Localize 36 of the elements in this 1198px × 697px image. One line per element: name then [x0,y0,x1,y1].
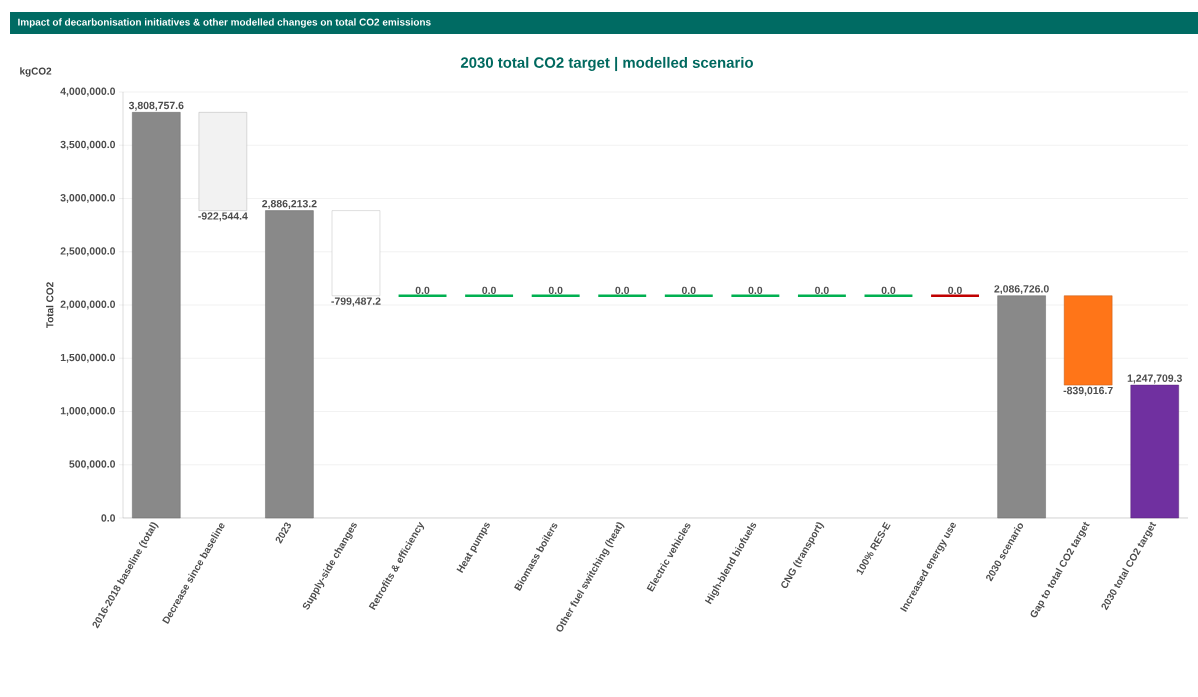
y-tick-label: 1,000,000.0 [60,407,116,416]
data-label: 0.0 [881,286,896,295]
data-label: 0.0 [748,286,763,295]
bar [997,295,1046,519]
chart-title: Impact of decarbonisation initiatives & other modelled changes on total CO2 emissions [18,18,431,28]
data-label: 0.0 [815,286,829,295]
y-tick-label: 1,500,000.0 [60,353,116,363]
data-label: 0.0 [681,286,696,295]
chart-subtitle: 2030 total CO2 target | modelled scenario [460,56,753,72]
y-tick-label: 2,000,000.0 [60,300,116,310]
bar [132,112,181,519]
data-label: 2,886,213.2 [262,199,317,209]
data-label: 0.0 [615,286,630,295]
y-tick-label: 3,000,000.0 [60,194,116,203]
bar [331,210,381,296]
y-axis-title: Total CO2 [46,282,54,329]
data-label: 0.0 [948,286,962,295]
data-label: 3,808,757.6 [128,101,184,111]
data-label: 0.0 [415,286,430,295]
y-tick-label: 500,000.0 [69,460,116,470]
data-label: 0.0 [482,286,496,295]
bar [1130,384,1179,519]
bar [1063,295,1113,386]
data-label: 2,086,726.0 [994,285,1049,295]
data-label: 0.0 [548,286,563,295]
text: kgCO2 [20,67,52,77]
data-label: -839,016.7 [1063,386,1113,396]
y-tick-label: 3,500,000.0 [60,140,116,150]
y-tick-label: 4,000,000.0 [60,87,116,97]
data-label: -922,544.4 [198,212,248,222]
y-tick-label: 2,500,000.0 [60,247,116,257]
y-tick-label: 0.0 [101,514,116,522]
bar [265,210,314,519]
data-label: -799,487.2 [331,297,381,307]
data-label: 1,247,709.3 [1127,374,1182,384]
bar [198,112,248,211]
